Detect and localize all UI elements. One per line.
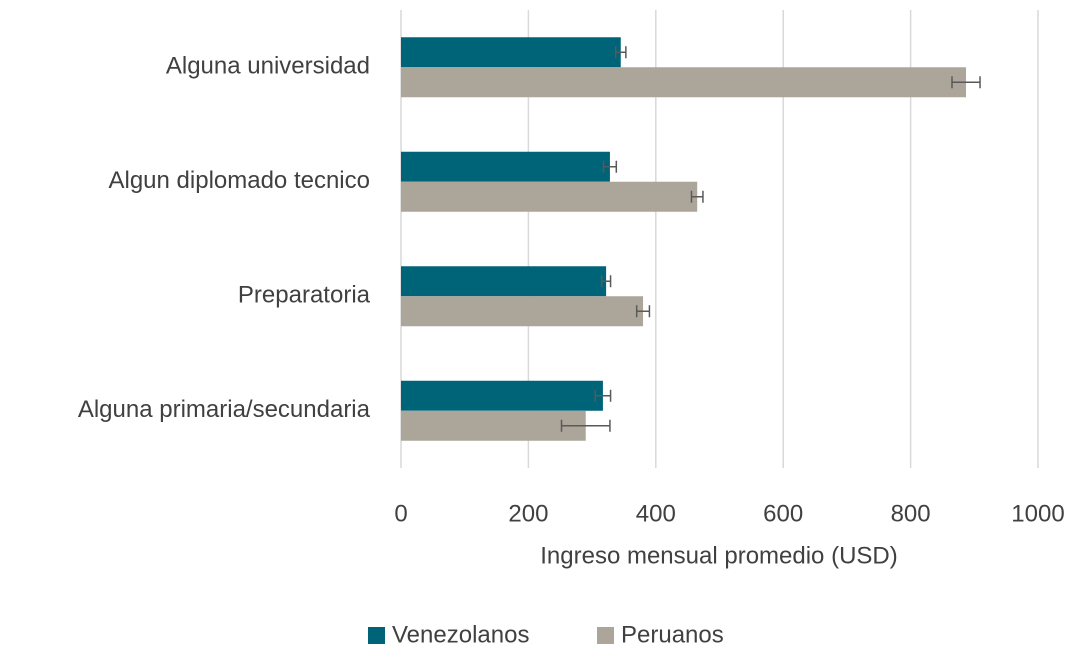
bar: [401, 181, 698, 212]
error-bar: [602, 160, 618, 173]
error-bar: [635, 305, 651, 318]
y-tick-label: Preparatoria: [238, 282, 371, 309]
legend-label: Venezolanos: [392, 621, 529, 648]
legend-label: Peruanos: [621, 621, 724, 648]
x-tick-label: 0: [394, 500, 407, 527]
x-tick-label: 400: [636, 500, 676, 527]
error-bar: [600, 275, 612, 288]
x-tick-label: 600: [763, 500, 803, 527]
x-axis-label: Ingreso mensual promedio (USD): [540, 542, 897, 569]
error-bar: [614, 46, 627, 59]
error-bar: [951, 76, 981, 89]
x-tick-label: 1000: [1011, 500, 1064, 527]
bar: [401, 410, 586, 441]
x-tick-label: 200: [508, 500, 548, 527]
bar: [401, 151, 610, 182]
y-tick-label: Algun diplomado tecnico: [108, 167, 370, 194]
legend-swatch: [597, 627, 614, 644]
x-tick-label: 800: [891, 500, 931, 527]
bar: [401, 67, 967, 98]
y-tick-label: Alguna primaria/secundaria: [78, 396, 371, 423]
error-bar: [690, 190, 704, 203]
bar: [401, 296, 644, 327]
bar: [401, 380, 603, 411]
error-bar: [560, 419, 611, 432]
y-tick-label: Alguna universidad: [166, 53, 370, 80]
bar: [401, 266, 607, 297]
bar: [401, 37, 621, 68]
error-bar: [594, 389, 612, 402]
legend-swatch: [368, 627, 385, 644]
